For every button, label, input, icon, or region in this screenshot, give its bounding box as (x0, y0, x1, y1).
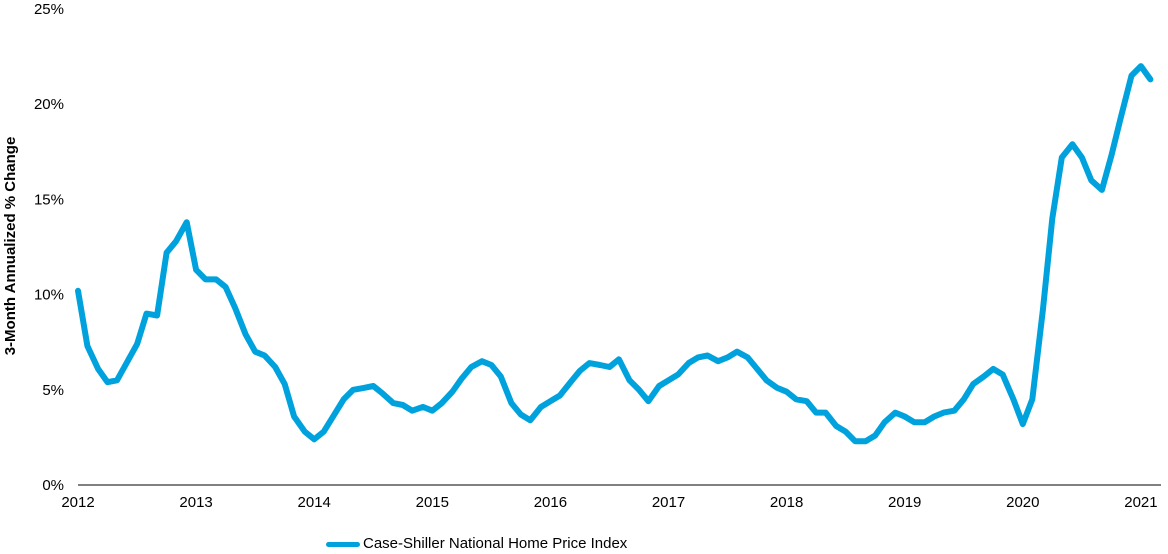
x-tick-label: 2015 (416, 494, 449, 511)
series-line (78, 66, 1150, 441)
x-tick-label: 2021 (1124, 494, 1157, 511)
x-tick-label: 2016 (534, 494, 567, 511)
y-tick-label: 0% (42, 477, 64, 494)
y-axis: 0% 5% 10% 15% 20% 25% (34, 1, 64, 494)
x-tick-label: 2019 (888, 494, 921, 511)
series-group (78, 66, 1151, 441)
x-tick-label: 2013 (179, 494, 212, 511)
y-tick-label: 5% (42, 382, 64, 399)
legend: Case-Shiller National Home Price Index (326, 534, 627, 554)
x-tick-label: 2017 (652, 494, 685, 511)
x-tick-label: 2018 (770, 494, 803, 511)
x-tick-label: 2014 (298, 494, 331, 511)
y-tick-label: 20% (34, 96, 64, 113)
y-axis-label: 3-Month Annualized % Change (2, 137, 19, 356)
x-axis: 2012 2013 2014 2015 2016 2017 2018 2019 2020 2021 (61, 485, 1161, 511)
y-tick-label: 10% (34, 287, 64, 304)
y-tick-label: 25% (34, 1, 64, 18)
x-tick-label: 2012 (61, 494, 94, 511)
legend-label: Case-Shiller National Home Price Index (363, 534, 627, 554)
y-tick-label: 15% (34, 191, 64, 208)
x-tick-label: 2020 (1006, 494, 1039, 511)
legend-swatch (326, 542, 360, 547)
